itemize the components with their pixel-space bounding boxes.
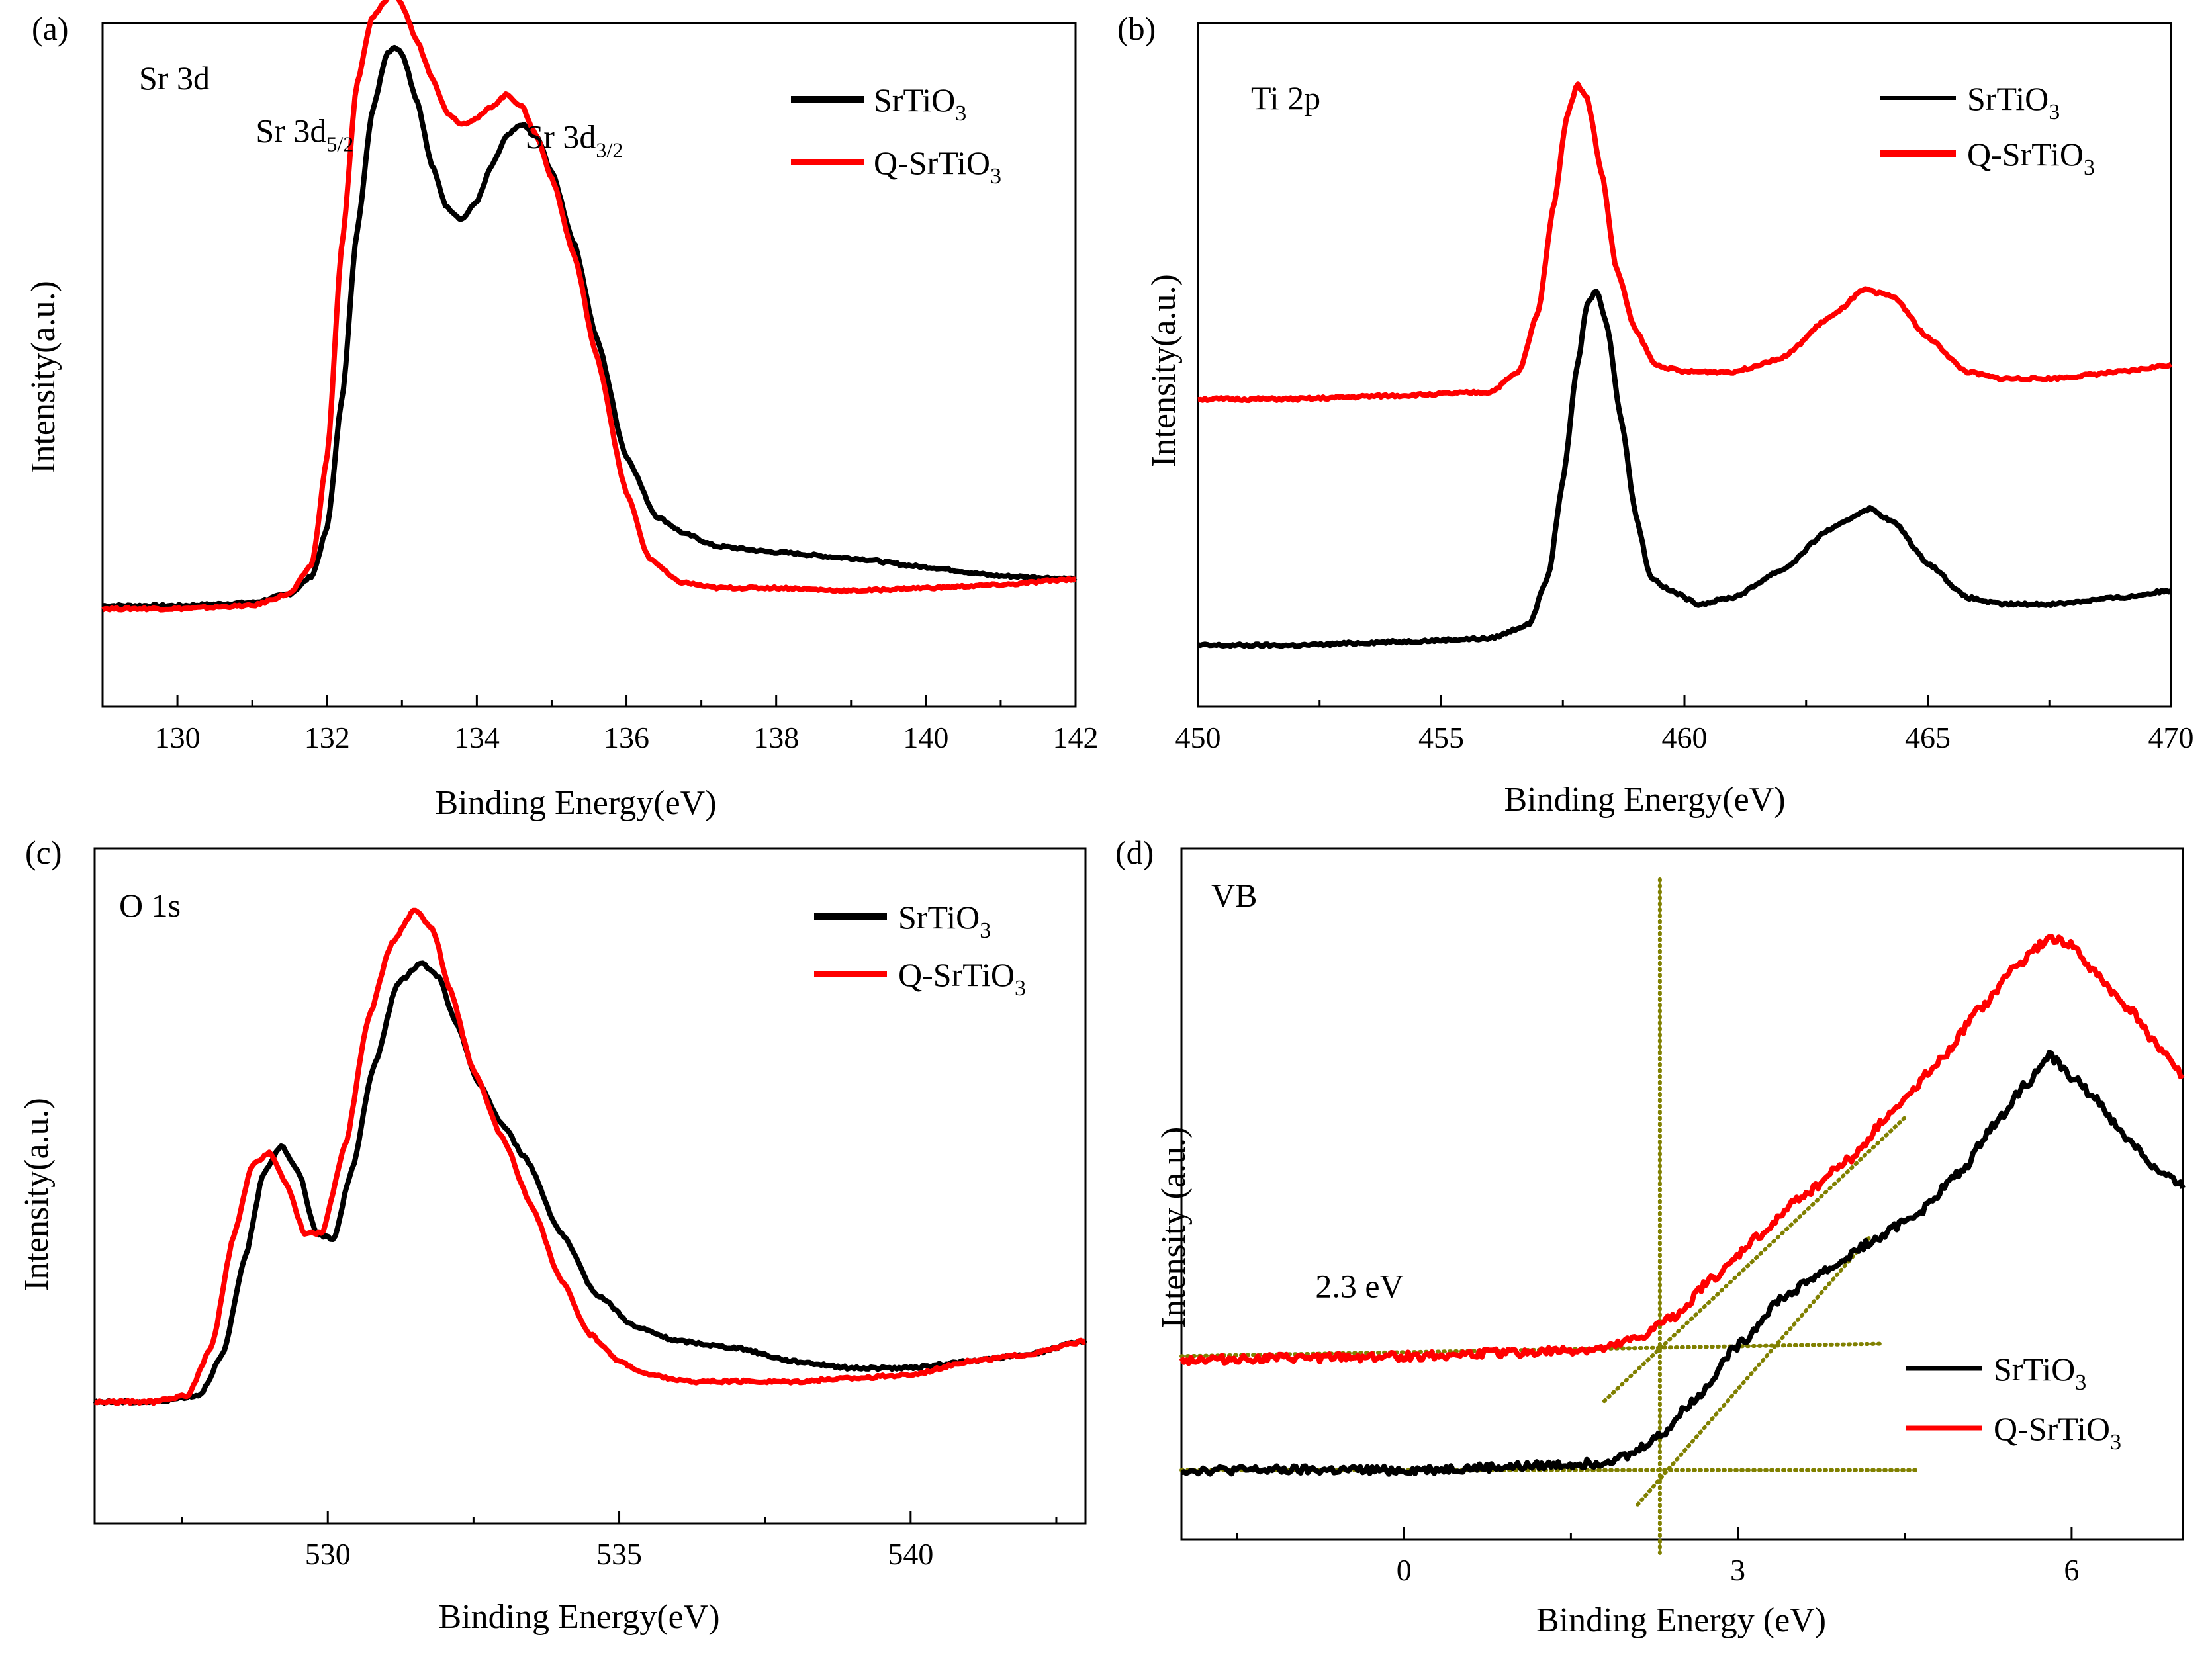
x-tick-label-a: 142 <box>1053 721 1099 754</box>
legend-label-q-srtio3-c: Q-SrTiO3 <box>898 956 1026 1001</box>
x-tick-label-b: 470 <box>2148 721 2194 754</box>
x-tick-label-d: 0 <box>1397 1553 1412 1587</box>
x-tick-label-c: 535 <box>596 1537 642 1571</box>
x-tick-label-a: 130 <box>155 721 201 754</box>
x-tick-label-d: 6 <box>2064 1553 2079 1587</box>
plot-frame-c <box>93 847 1087 1525</box>
y-axis-label-a: Intensity(a.u.) <box>24 281 62 474</box>
x-tick-label-a: 134 <box>454 721 500 754</box>
panel-b: (b) Ti 2p Binding Energy(eV) Intensity(a… <box>1117 10 2194 819</box>
legend-a: SrTiO3 Q-SrTiO3 <box>791 81 1001 189</box>
x-tick-label-b: 465 <box>1905 721 1951 754</box>
x-tick-label-b: 460 <box>1662 721 1708 754</box>
y-axis-label-b: Intensity(a.u.) <box>1145 274 1183 467</box>
panel-a: (a) Sr 3d Binding Energy(eV) Intensity(a… <box>24 0 1099 822</box>
legend-c: SrTiO3 Q-SrTiO3 <box>814 899 1026 1001</box>
x-axis-label-c: Binding Energy(eV) <box>438 1598 719 1636</box>
x-tick-label-b: 455 <box>1418 721 1464 754</box>
series-line-q-srtio3-a <box>101 0 1076 613</box>
y-axis-label-d: Intensity (a.u.) <box>1155 1127 1193 1329</box>
y-axis-label-c: Intensity(a.u.) <box>18 1098 56 1291</box>
peak-annotation-d: 2.3 eV <box>1315 1268 1403 1305</box>
slope-guide-q-srtio3 <box>1602 1116 1907 1404</box>
x-tick-label-a: 140 <box>903 721 948 754</box>
legend-b: SrTiO3 Q-SrTiO3 <box>1880 80 2095 180</box>
series-line-srtio3-d <box>1180 1050 2186 1477</box>
peak-annotation-a: Sr 3d5/2 <box>255 112 353 156</box>
x-tick-label-a: 138 <box>753 721 799 754</box>
panel-label-d: (d) <box>1115 834 1154 871</box>
panel-label-b: (b) <box>1117 10 1156 47</box>
region-label-vb: VB <box>1211 877 1257 914</box>
x-tick-label-b: 450 <box>1175 721 1221 754</box>
region-label-sr3d: Sr 3d <box>139 60 210 97</box>
x-tick-label-d: 3 <box>1730 1553 1745 1587</box>
legend-label-srtio3-d: SrTiO3 <box>1994 1351 2086 1395</box>
series-line-q-srtio3-d <box>1179 934 2185 1366</box>
plot-frame-a <box>101 22 1077 708</box>
panel-d: (d) VB Binding Energy (eV) Intensity (a.… <box>1115 834 2186 1639</box>
legend-label-srtio3-c: SrTiO3 <box>898 899 991 943</box>
slope-guide-srtio3 <box>1636 1233 1874 1507</box>
series-line-srtio3-c <box>93 960 1087 1406</box>
region-label-o1s: O 1s <box>119 887 181 924</box>
panel-label-c: (c) <box>25 834 62 871</box>
legend-label-q-srtio3-b: Q-SrTiO3 <box>1967 136 2095 180</box>
series-line-q-srtio3-c <box>94 907 1086 1406</box>
x-axis-label-d: Binding Energy (eV) <box>1536 1601 1826 1639</box>
panel-label-a: (a) <box>32 10 69 47</box>
legend-label-srtio3-b: SrTiO3 <box>1967 80 2060 124</box>
region-label-ti2p: Ti 2p <box>1251 79 1320 116</box>
plot-frame-d <box>1180 847 2184 1541</box>
x-tick-label-c: 540 <box>888 1537 933 1571</box>
panel-c: (c) O 1s Binding Energy(eV) Intensity(a.… <box>18 834 1087 1636</box>
legend-d: SrTiO3 Q-SrTiO3 <box>1906 1351 2121 1454</box>
x-axis-label-b: Binding Energy(eV) <box>1504 781 1785 819</box>
legend-label-q-srtio3-d: Q-SrTiO3 <box>1994 1410 2121 1454</box>
peak-annotation-a: Sr 3d3/2 <box>525 118 623 162</box>
series-line-srtio3-b <box>1197 289 2172 649</box>
x-tick-label-a: 136 <box>604 721 649 754</box>
x-tick-label-a: 132 <box>304 721 350 754</box>
x-tick-label-c: 530 <box>305 1537 351 1571</box>
legend-label-srtio3-a: SrTiO3 <box>874 81 966 126</box>
series-line-q-srtio3-b <box>1197 81 2173 404</box>
x-axis-label-a: Binding Energy(eV) <box>435 784 716 822</box>
legend-label-q-srtio3-a: Q-SrTiO3 <box>874 144 1001 189</box>
